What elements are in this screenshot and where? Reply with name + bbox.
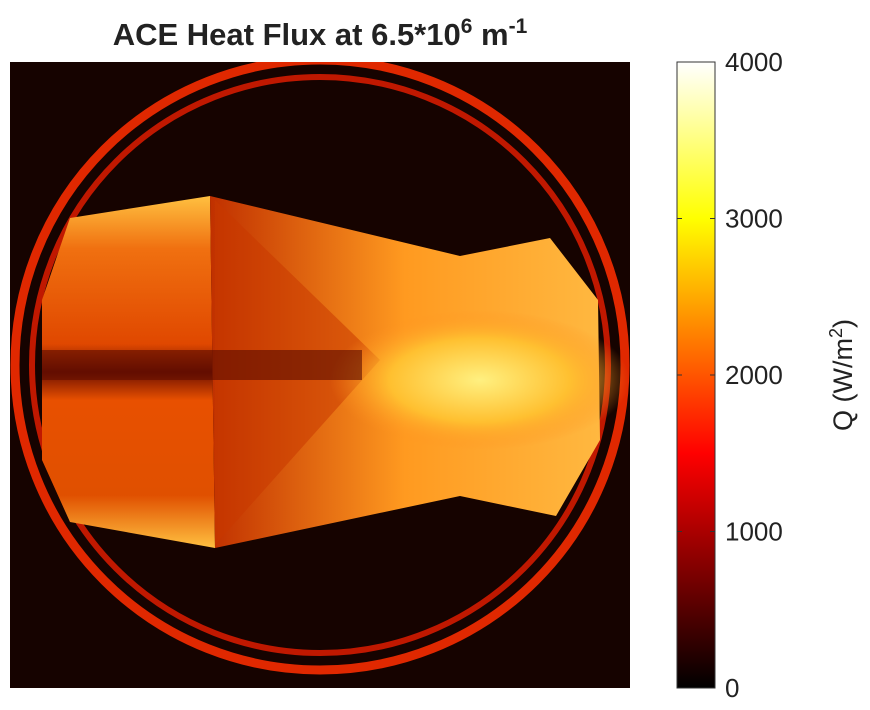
title-text: ACE Heat Flux at 6.5*10: [113, 17, 461, 52]
title-exponent: 6: [461, 15, 473, 38]
tick-label: 0: [725, 673, 739, 703]
colorbar-label: Q (W/m2): [826, 319, 858, 431]
title-unit: m: [472, 17, 508, 52]
tick-label: 1000: [725, 517, 783, 547]
colorbar-ticks: 0 1000 2000 3000 4000: [677, 47, 783, 703]
colorbar: [676, 61, 716, 689]
tick-label: 4000: [725, 47, 783, 77]
title-unit-exponent: -1: [509, 15, 528, 38]
tick-label: 3000: [725, 204, 783, 234]
heat-flux-image: [10, 62, 630, 688]
tick-label: 2000: [725, 360, 783, 390]
chart-title: ACE Heat Flux at 6.5*106 m-1: [113, 15, 528, 52]
colorbar-label-end: ): [828, 319, 858, 328]
colorbar-label-text: Q (W/m: [828, 338, 858, 431]
colorbar-label-exponent: 2: [826, 328, 846, 338]
